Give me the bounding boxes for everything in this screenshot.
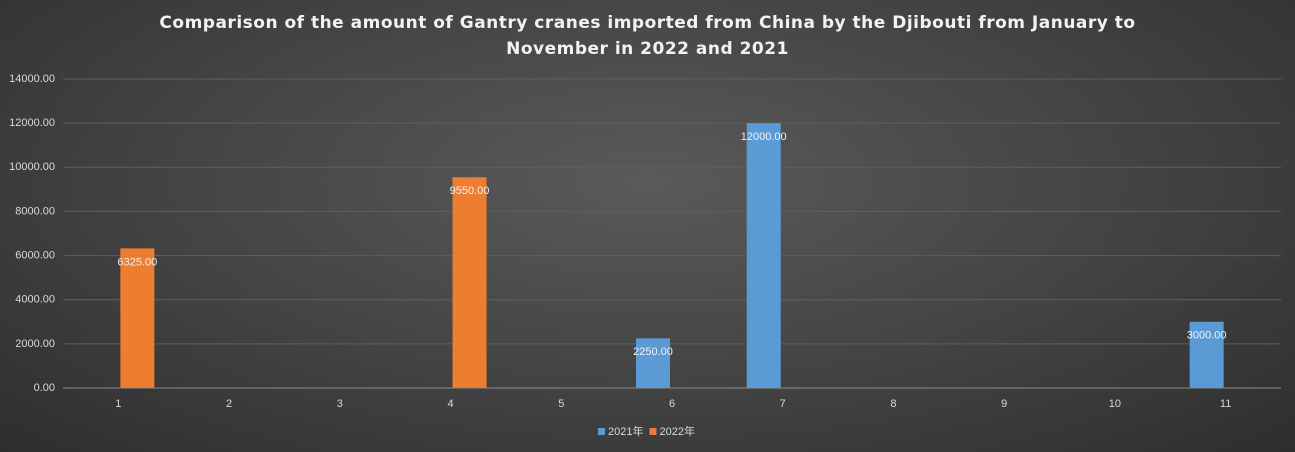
x-tick-label: 2 (226, 398, 232, 410)
x-tick-label: 5 (558, 398, 564, 410)
x-tick-label: 1 (115, 398, 121, 410)
x-tick-label: 10 (1109, 398, 1121, 410)
data-label: 3000.00 (1187, 330, 1227, 342)
y-tick-label: 14000.00 (9, 73, 55, 85)
x-tick-label: 6 (669, 398, 675, 410)
legend-label: 2022年 (659, 424, 694, 438)
legend-label: 2021年 (608, 424, 643, 438)
y-tick-label: 8000.00 (15, 205, 55, 217)
bar (1189, 321, 1224, 388)
y-tick-label: 2000.00 (15, 338, 55, 350)
x-tick-label: 7 (780, 398, 786, 410)
data-label: 12000.00 (741, 131, 787, 143)
y-tick-label: 10000.00 (9, 161, 55, 173)
bar (452, 177, 487, 388)
y-tick-label: 12000.00 (9, 117, 55, 129)
x-tick-label: 3 (337, 398, 343, 410)
bar (746, 123, 781, 389)
bar (120, 248, 155, 388)
x-tick-label: 4 (447, 398, 453, 410)
bar (636, 338, 670, 388)
data-label: 9550.00 (450, 185, 490, 197)
legend-swatch (598, 428, 605, 435)
x-tick-label: 11 (1220, 398, 1231, 410)
y-tick-label: 6000.00 (15, 249, 55, 261)
data-label: 6325.00 (117, 256, 157, 268)
legend-swatch (649, 428, 657, 435)
y-tick-label: 0.00 (34, 382, 55, 394)
y-tick-label: 4000.00 (15, 294, 55, 306)
x-tick-label: 9 (1001, 398, 1007, 410)
chart-title: Comparison of the amount of Gantry crane… (159, 13, 1136, 59)
x-tick-label: 8 (890, 398, 896, 410)
data-label: 2250.00 (633, 346, 673, 358)
